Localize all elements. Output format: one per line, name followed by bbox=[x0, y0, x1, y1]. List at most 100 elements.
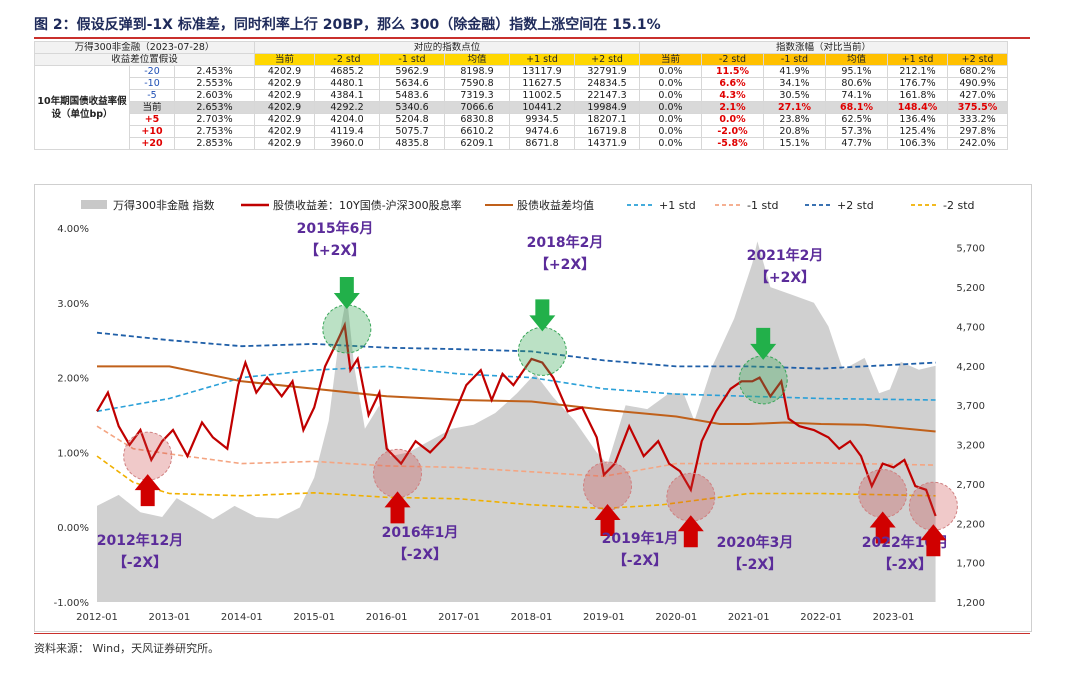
pct-gain: 680.2% bbox=[947, 65, 1008, 78]
pct-gain: 74.1% bbox=[825, 89, 888, 102]
legend-label: 万得300非金融 指数 bbox=[113, 198, 215, 212]
index-point: 4202.9 bbox=[254, 65, 315, 78]
table-row: +20 2.853% 4202.9 3960.0 4835.8 6209.1 8671.8 1… bbox=[35, 137, 1008, 150]
low-marker-circle bbox=[908, 481, 958, 531]
annotation-date: 2021年2月 bbox=[747, 247, 824, 264]
column-header: +1 std bbox=[887, 53, 948, 66]
annotation-date: 2018年2月 bbox=[527, 234, 604, 251]
pct-gain: 490.9% bbox=[947, 77, 1008, 90]
annotation-tag: 【-2X】 bbox=[113, 555, 167, 571]
low-marker-circle bbox=[583, 461, 633, 511]
pct-gain: 6.6% bbox=[701, 77, 764, 90]
legend-label: -1 std bbox=[747, 199, 779, 212]
index-point: 4202.9 bbox=[254, 125, 315, 138]
pct-gain: 0.0% bbox=[701, 113, 764, 126]
annotation-tag: 【-2X】 bbox=[613, 553, 667, 569]
pct-gain: 148.4% bbox=[887, 101, 948, 114]
pct-gain: 20.8% bbox=[763, 125, 826, 138]
yield-shift: +10 bbox=[129, 125, 175, 138]
pct-gain: 0.0% bbox=[639, 101, 702, 114]
table-row: 当前 2.653% 4202.9 4292.2 5340.6 7066.6 10441.2 1… bbox=[35, 101, 1008, 114]
pct-gain: 0.0% bbox=[639, 89, 702, 102]
index-point: 7590.8 bbox=[444, 77, 510, 90]
index-point: 4202.9 bbox=[254, 137, 315, 150]
legend-label: +2 std bbox=[837, 199, 874, 212]
annotation-date: 2019年1月 bbox=[602, 530, 679, 547]
low-marker-circle bbox=[858, 469, 908, 519]
yield-shift: 当前 bbox=[129, 101, 175, 114]
y-left-tick: 2.00% bbox=[57, 374, 89, 385]
pct-gain: 11.5% bbox=[701, 65, 764, 78]
red-up-arrow-icon bbox=[677, 515, 704, 548]
red-up-arrow-icon bbox=[920, 524, 947, 557]
corner-title: 万得300非金融（2023-07-28） bbox=[34, 41, 255, 54]
annotation-date: 2015年6月 bbox=[297, 220, 374, 237]
index-point: 4685.2 bbox=[314, 65, 380, 78]
index-point: 24834.5 bbox=[574, 77, 640, 90]
pct-gain: 0.0% bbox=[639, 113, 702, 126]
index-point: 11627.5 bbox=[509, 77, 575, 90]
red-up-arrow-icon bbox=[869, 511, 896, 544]
index-point: 14371.9 bbox=[574, 137, 640, 150]
red-up-arrow-icon bbox=[384, 491, 411, 524]
x-tick: 2019-01 bbox=[583, 612, 625, 623]
pct-gain: 176.7% bbox=[887, 77, 948, 90]
column-header: -2 std bbox=[701, 53, 764, 66]
pct-gain: 30.5% bbox=[763, 89, 826, 102]
x-tick: 2015-01 bbox=[293, 612, 335, 623]
index-point: 3960.0 bbox=[314, 137, 380, 150]
legend-label: +1 std bbox=[659, 199, 696, 212]
column-header: 均值 bbox=[825, 53, 888, 66]
high-marker-circle bbox=[738, 355, 788, 405]
y-left-tick: 4.00% bbox=[57, 224, 89, 235]
y-right-tick: 4,200 bbox=[956, 362, 985, 373]
column-header: -1 std bbox=[379, 53, 445, 66]
column-header: -2 std bbox=[314, 53, 380, 66]
green-down-arrow-icon bbox=[333, 276, 360, 309]
green-down-arrow-icon bbox=[750, 327, 777, 360]
pct-gain: 136.4% bbox=[887, 113, 948, 126]
column-header: 均值 bbox=[444, 53, 510, 66]
group-pct-header: 指数涨幅（对比当前） bbox=[639, 41, 1008, 54]
pct-gain: 57.3% bbox=[825, 125, 888, 138]
yield-shift: +20 bbox=[129, 137, 175, 150]
table-header-row: 万得300非金融（2023-07-28） 对应的指数点位 指数涨幅（对比当前） bbox=[34, 41, 1008, 54]
legend-label: 股债收益差：10Y国债-沪深300股息率 bbox=[273, 198, 462, 212]
low-marker-circle bbox=[666, 472, 716, 522]
x-tick: 2016-01 bbox=[366, 612, 408, 623]
yield-value: 2.703% bbox=[174, 113, 255, 126]
minus2-std-line bbox=[96, 455, 936, 510]
y-left-tick: 1.00% bbox=[57, 448, 89, 459]
index-point: 5075.7 bbox=[379, 125, 445, 138]
y-right-tick: 5,200 bbox=[956, 283, 985, 294]
index-point: 32791.9 bbox=[574, 65, 640, 78]
yield-value: 2.753% bbox=[174, 125, 255, 138]
yield-shift: +5 bbox=[129, 113, 175, 126]
index-point: 13117.9 bbox=[509, 65, 575, 78]
column-header: 当前 bbox=[639, 53, 702, 66]
index-point: 18207.1 bbox=[574, 113, 640, 126]
index-point: 5483.6 bbox=[379, 89, 445, 102]
y-right-tick: 1,200 bbox=[956, 598, 985, 609]
index-point: 10441.2 bbox=[509, 101, 575, 114]
index-point: 4480.1 bbox=[314, 77, 380, 90]
yield-value: 2.453% bbox=[174, 65, 255, 78]
index-point: 5204.8 bbox=[379, 113, 445, 126]
x-tick: 2013-01 bbox=[149, 612, 191, 623]
y-left-tick: -1.00% bbox=[54, 598, 89, 609]
index-point: 6209.1 bbox=[444, 137, 510, 150]
index-point: 5962.9 bbox=[379, 65, 445, 78]
x-tick: 2012-01 bbox=[76, 612, 118, 623]
column-header: -1 std bbox=[763, 53, 826, 66]
spread-chart: 4.00% 3.00% 2.00% 1.00% 0.00% -1.00% 5,700 5,20… bbox=[54, 198, 985, 623]
yield-value: 2.603% bbox=[174, 89, 255, 102]
mean-line bbox=[97, 365, 936, 433]
pct-gain: 333.2% bbox=[947, 113, 1008, 126]
index-point: 4202.9 bbox=[254, 89, 315, 102]
x-tick: 2023-01 bbox=[873, 612, 915, 623]
annotation-tag: 【+2X】 bbox=[535, 257, 595, 273]
pct-gain: 0.0% bbox=[639, 65, 702, 78]
pct-gain: 15.1% bbox=[763, 137, 826, 150]
pct-gain: 297.8% bbox=[947, 125, 1008, 138]
index-point: 4292.2 bbox=[314, 101, 380, 114]
